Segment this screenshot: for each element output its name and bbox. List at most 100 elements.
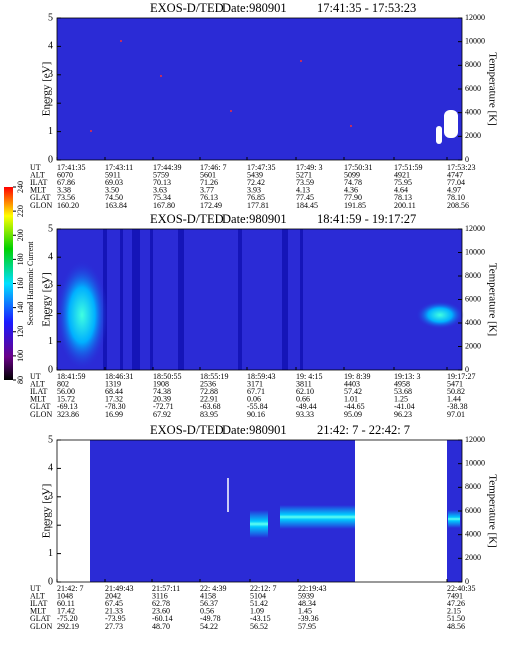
y-tick-label: 1	[48, 336, 53, 347]
table-cell: 17:44:39	[153, 163, 181, 172]
y2-tick-label: 10000	[465, 458, 485, 467]
table-row-label: ILAT	[30, 599, 47, 608]
y2-axis-label: Temperature [K]	[486, 263, 498, 336]
table-cell: 96.23	[394, 410, 412, 419]
table-cell: 292.19	[57, 622, 79, 631]
gap	[444, 110, 458, 138]
table-cell: 5911	[105, 170, 121, 179]
y2-tick-label: 12000	[465, 435, 485, 444]
table-cell: 3.77	[200, 186, 214, 195]
y2-tick-label: 0	[465, 577, 469, 586]
table-cell: 56.00	[57, 387, 75, 396]
table-cell: 18:41:59	[57, 372, 85, 381]
y2-tick-label: 6000	[465, 506, 481, 515]
table-cell: 1.44	[447, 395, 461, 404]
table-cell: 76.85	[247, 193, 265, 202]
table-cell: 19:17:27	[447, 372, 475, 381]
table-cell: -49.44	[296, 402, 317, 411]
table-cell: 4158	[200, 591, 216, 600]
table-cell: 57.95	[298, 622, 316, 631]
table-cell: 5759	[153, 170, 169, 179]
y2-tick-label: 4000	[465, 318, 481, 327]
colorbar-tick-label: 120	[16, 326, 25, 338]
table-cell: 160.20	[57, 201, 79, 210]
table-cell: -73.95	[105, 614, 126, 623]
table-cell: 18:50:55	[153, 372, 181, 381]
table-cell: 5439	[247, 170, 263, 179]
table-cell: 56.52	[250, 622, 268, 631]
table-cell: 0.66	[296, 395, 310, 404]
table-cell: 19: 8:39	[344, 372, 370, 381]
table-cell: 184.45	[296, 201, 318, 210]
table-cell: 4.13	[296, 186, 310, 195]
table-cell: 51.50	[447, 614, 465, 623]
table-cell: 3811	[296, 379, 312, 388]
table-cell: 73.56	[57, 193, 75, 202]
table-cell: 4.36	[344, 186, 358, 195]
y-tick-label: 1	[48, 126, 53, 137]
intensity-band	[250, 510, 268, 538]
table-cell: 77.90	[344, 193, 362, 202]
spectrogram	[57, 229, 462, 370]
table-cell: 3.63	[153, 186, 167, 195]
y2-tick-label: 8000	[465, 60, 481, 69]
table-cell: 71.26	[200, 178, 218, 187]
table-cell: 57.42	[344, 387, 362, 396]
table-cell: 77.04	[447, 178, 465, 187]
panel-date: Date:980901	[222, 1, 287, 15]
table-cell: 1319	[105, 379, 121, 388]
table-cell: 18:46:31	[105, 372, 133, 381]
table-cell: 47.26	[447, 599, 465, 608]
table-cell: 4403	[344, 379, 360, 388]
spectrogram	[57, 18, 462, 160]
table-cell: 67.86	[57, 178, 75, 187]
table-row-label: ALT	[30, 170, 45, 179]
table-cell: 1.25	[394, 395, 408, 404]
table-cell: 323.86	[57, 410, 79, 419]
y-tick-label: 5	[48, 434, 53, 445]
table-cell: 48.70	[152, 622, 170, 631]
y2-tick-label: 8000	[465, 482, 481, 491]
table-cell: 21:42: 7	[57, 584, 83, 593]
table-cell: -60.14	[152, 614, 173, 623]
y-tick-label: 0	[48, 576, 53, 587]
table-cell: 75.95	[394, 178, 412, 187]
panel-time-range: 21:42: 7 - 22:42: 7	[317, 423, 410, 437]
table-cell: 17:49: 3	[296, 163, 322, 172]
colorbar-tick-label: 180	[16, 253, 25, 265]
table-cell: 17:43:11	[105, 163, 133, 172]
table-cell: 67.71	[247, 387, 265, 396]
colorbar-tick-label: 240	[16, 181, 25, 193]
colorbar-tick-label: 220	[16, 205, 25, 217]
table-cell: 17:53:23	[447, 163, 475, 172]
colorbar-tick-label: 100	[16, 350, 25, 362]
y2-tick-label: 0	[465, 155, 469, 164]
colorbar-tick-label: 200	[16, 229, 25, 241]
y2-tick-label: 12000	[465, 224, 485, 233]
table-cell: 17:51:59	[394, 163, 422, 172]
table-cell: 3.38	[57, 186, 71, 195]
panel-time-range: 18:41:59 - 19:17:27	[317, 212, 416, 226]
table-cell: 15.72	[57, 395, 75, 404]
gap	[436, 126, 442, 144]
table-cell: 95.09	[344, 410, 362, 419]
table-row-label: GLON	[30, 201, 52, 210]
y2-tick-label: 8000	[465, 271, 481, 280]
table-cell: 22: 4:39	[200, 584, 226, 593]
y-tick-label: 3	[48, 280, 53, 291]
table-cell: 17:47:35	[247, 163, 275, 172]
colorbar-tick-label: 160	[16, 278, 25, 290]
y2-axis-label: Temperature [K]	[486, 474, 498, 547]
table-cell: 68.44	[105, 387, 123, 396]
table-cell: 22:12: 7	[250, 584, 276, 593]
table-cell: 4747	[447, 170, 463, 179]
y2-tick-label: 12000	[465, 13, 485, 22]
table-row-label: GLAT	[30, 402, 51, 411]
y-tick-label: 1	[48, 548, 53, 559]
table-cell: 4958	[394, 379, 410, 388]
table-cell: 74.38	[153, 387, 171, 396]
table-cell: 191.85	[344, 201, 366, 210]
y-tick-label: 0	[48, 154, 53, 165]
table-cell: 4921	[394, 170, 410, 179]
colorbar	[4, 187, 13, 380]
